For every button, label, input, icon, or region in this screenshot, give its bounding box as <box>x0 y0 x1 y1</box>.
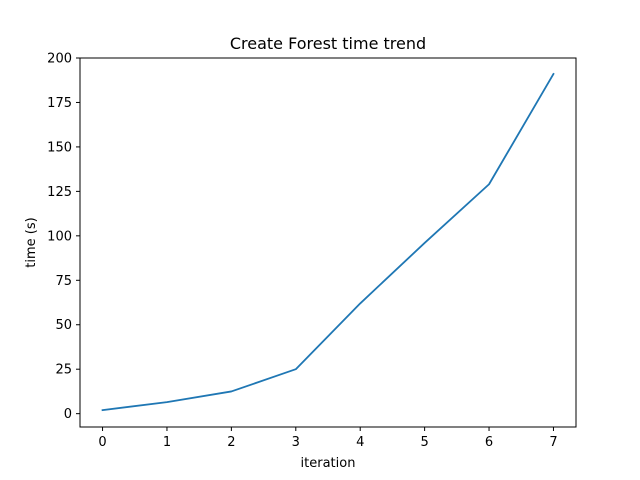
series-layer <box>101 72 555 412</box>
x-tick-label: 1 <box>163 435 171 450</box>
x-tick-label: 2 <box>227 435 235 450</box>
x-tick-label: 6 <box>485 435 493 450</box>
chart-title: Create Forest time trend <box>230 34 426 53</box>
y-tick-label: 125 <box>47 185 72 200</box>
series-line-0 <box>101 72 555 412</box>
y-tick-label: 150 <box>47 140 72 155</box>
y-axis-ticks: 0 25 50 75 100 125 150 175 200 <box>47 52 80 422</box>
y-tick-label: 100 <box>47 229 72 244</box>
plot-area <box>80 58 576 427</box>
y-tick-label: 50 <box>55 318 72 333</box>
x-tick-label: 5 <box>420 435 428 450</box>
y-tick-label: 200 <box>47 52 72 67</box>
y-tick-label: 175 <box>47 96 72 111</box>
x-tick-label: 4 <box>356 435 364 450</box>
x-tick-label: 7 <box>549 435 557 450</box>
y-tick-label: 0 <box>64 407 72 422</box>
y-axis-label: time (s) <box>24 217 39 267</box>
y-tick-label: 75 <box>55 274 72 289</box>
y-tick-label: 25 <box>55 363 72 378</box>
axes-frame <box>79 57 577 428</box>
x-axis-label: iteration <box>301 456 356 471</box>
x-tick-label: 0 <box>98 435 106 450</box>
x-axis-ticks: 0 1 2 3 4 5 6 7 <box>98 427 558 450</box>
x-tick-label: 3 <box>292 435 300 450</box>
